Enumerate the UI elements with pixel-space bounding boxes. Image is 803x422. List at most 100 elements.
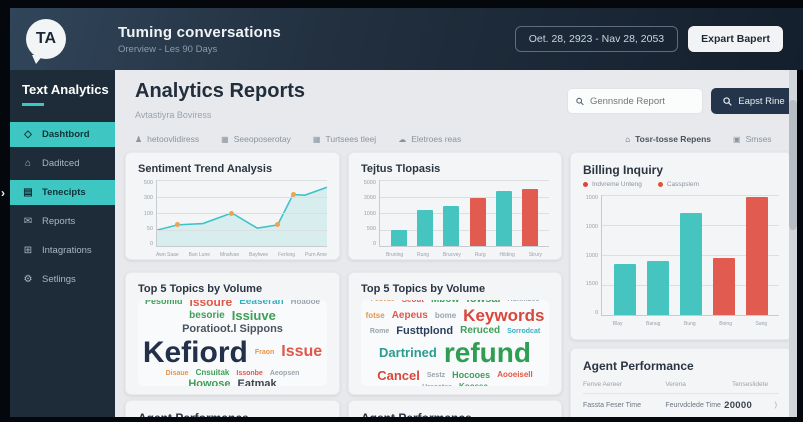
y-tick: 500: [366, 225, 376, 232]
date-range-picker[interactable]: Oet. 28, 2923 - Nav 28, 2053: [514, 26, 679, 52]
sidebar-item[interactable]: ⊞ Intagrations: [10, 238, 115, 263]
filter-item[interactable]: ▦ Turtsees tleej: [313, 134, 376, 144]
column-header: Verena: [665, 381, 686, 388]
x-axis: Blay Banug Bung Boing Sang: [601, 316, 779, 327]
filter-item[interactable]: ☁ Eletroes reas: [398, 134, 461, 144]
sidebar-item[interactable]: ◇ Dashtbord: [10, 122, 115, 147]
filter-item-label: Turtsees tleej: [325, 134, 377, 144]
filter-item[interactable]: ▣ Smses: [733, 134, 772, 144]
sentiment-trend-card: Sentiment Trend Analysis 500 300 100 50 0 Aw…: [125, 152, 340, 260]
dashboard-icon: ◇: [24, 129, 32, 140]
x-tick: Ferlong: [278, 252, 296, 258]
bar-Strury: [521, 189, 538, 246]
sidebar-item[interactable]: ⚙ Setlings: [10, 267, 115, 292]
topic-word: bome: [434, 310, 457, 320]
top-topics-card-left: Top 5 Topics by Volume Pesomid Issoure Eea…: [125, 272, 340, 395]
bar-Boing: [712, 258, 735, 315]
x-tick: Brucvey: [442, 252, 461, 258]
search-report-button-label: Eapst Rine: [738, 95, 785, 107]
bar-Brucvey: [443, 206, 460, 246]
sentiment-line-chart: 500 300 100 50 0 Awn Saae Ban Lune Mnafvae Bayf…: [138, 180, 327, 258]
card-title: Billing Inquiry: [583, 163, 663, 177]
x-tick: Strury: [528, 252, 543, 258]
x-tick: Rung: [417, 252, 429, 258]
box-icon: ▣: [733, 134, 741, 144]
topic-word: Sorrodcat: [507, 327, 541, 335]
topic-word: Eatmak: [237, 377, 277, 386]
bar-Blay: [613, 264, 636, 315]
integrations-icon: ⊞: [23, 245, 33, 256]
x-tick: Bruning: [385, 252, 404, 258]
topic-word: Aepeus: [391, 309, 428, 321]
x-tick: Boing: [719, 321, 732, 327]
home-icon: ⌂: [24, 158, 32, 169]
person-icon: ♟: [135, 134, 143, 144]
filter-items: ♟ hetoovlidiress ▦ Seeoposerotay ▦ Turts…: [135, 134, 772, 144]
bar-Hilding: [495, 190, 512, 246]
x-tick: Bayfwee: [249, 252, 269, 258]
report-search[interactable]: [567, 88, 703, 114]
topic-word: Issoure: [189, 300, 233, 309]
y-tick: 0: [149, 241, 153, 247]
topic-word: besorie: [189, 310, 225, 322]
sidebar-item-label: Dashtbord: [42, 129, 90, 140]
y-tick: 300: [143, 195, 153, 202]
x-tick: Mnafvae: [219, 252, 240, 258]
y-tick: 3000: [363, 195, 376, 202]
sidebar-item[interactable]: › ▤ Tenecipts: [1, 180, 115, 205]
sidebar: Text Analytics ◇ Dashtbord ⌂ Daditced › …: [1, 70, 115, 417]
sidebar-item[interactable]: ⌂ Daditced: [10, 151, 115, 176]
scrollbar[interactable]: [789, 70, 797, 417]
topic-word: Hocooes: [452, 369, 491, 380]
filter-item[interactable]: ♟ hetoovlidiress: [135, 134, 199, 144]
search-icon: [576, 97, 584, 105]
topic-word: fotse: [365, 310, 385, 320]
sentiment-line: [157, 180, 327, 246]
card-title: Tejtus Tlopasis: [361, 163, 441, 175]
y-tick: 0: [594, 310, 598, 316]
data-point-marker: [229, 210, 235, 216]
table-row[interactable]: Fassta Feser Time Feurvdclede Time 20000…: [583, 393, 779, 417]
topic-word: Sestz: [426, 371, 446, 379]
bar-Banug: [646, 261, 669, 315]
billing-bar-chart: 1000 1000 1000 1500 0 Blay Banug Bung Boing Sang: [583, 195, 779, 327]
topic-word: fowsal: [466, 300, 500, 306]
card-title: Top 5 Topics by Volume: [138, 283, 263, 295]
word-cloud: Feovse Seout Mbow fowsal Hunmbes fotse Aepeusb…: [361, 300, 549, 386]
metric-cell: Feurvdclede Time: [665, 402, 721, 409]
topic-word: Feovse: [371, 300, 395, 304]
chart-legend: Indvreme Unteng Casspslem: [583, 181, 779, 188]
data-point-marker: [174, 222, 180, 228]
topic-word: Disaue: [165, 369, 189, 377]
export-report-button[interactable]: Expart Bapert: [688, 26, 783, 52]
x-tick: Awn Saae: [156, 252, 179, 258]
line-plot-area: [156, 180, 327, 247]
scrollbar-thumb[interactable]: [789, 100, 797, 230]
search-report-button[interactable]: Eapst Rine: [711, 88, 797, 114]
topic-word: Reruced: [460, 325, 501, 337]
filter-item-label: Smses: [745, 134, 772, 144]
card-title: Agent Performance: [138, 411, 327, 417]
billing-inquiry-card: Billing Inquiry Indvreme Unteng Casspsle…: [570, 152, 792, 340]
filter-item[interactable]: ⌂ Tosr-tosse Repens: [625, 134, 711, 144]
sidebar-item[interactable]: ✉ Reports: [10, 209, 115, 234]
calendar-icon: ▦: [221, 134, 229, 144]
legend-item: Indvreme Unteng: [583, 181, 642, 188]
topic-word: refund: [443, 337, 531, 369]
filter-item[interactable]: ▦ Seeoposerotay: [221, 134, 291, 144]
main-content: Analytics Reports Avtastiyra Boviress Ea…: [115, 70, 797, 417]
settings-icon: ⚙: [23, 274, 33, 285]
topic-word: Issonbe: [236, 369, 263, 377]
sidebar-item-label: Daditced: [42, 158, 80, 169]
x-tick: Purn Ame: [304, 252, 327, 258]
reports-icon: ✉: [23, 216, 33, 227]
legend-dot-icon: [583, 182, 588, 187]
data-point-marker: [290, 192, 296, 198]
topic-word: Mbow: [431, 300, 459, 305]
word-cloud: Pesomid Issoure Eeaseran Hoaooe besorie Issiu…: [138, 300, 327, 386]
bar-Sang: [745, 196, 768, 315]
top-topics-card-middle: Top 5 Topics by Volume Feovse Seout Mbow fo…: [348, 272, 562, 395]
x-tick: Banug: [646, 321, 661, 327]
y-axis: 500 300 100 50 0: [138, 180, 156, 247]
report-search-input[interactable]: [589, 95, 694, 107]
